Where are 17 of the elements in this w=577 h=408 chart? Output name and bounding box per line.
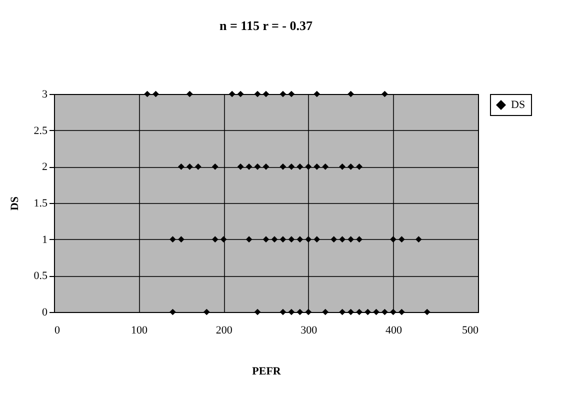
x-tick-label: 200 [216,324,233,336]
y-tick-label: 3 [42,88,48,100]
x-tick-label: 500 [462,324,479,336]
y-tick-label: 1 [42,234,48,246]
x-tick-label: 300 [300,324,318,336]
x-tick-label: 0 [54,324,60,336]
y-tick-label: 2 [42,161,48,174]
chart-title: n = 115 r = - 0.37 [220,18,313,33]
y-tick-label: 0.5 [34,270,48,282]
x-tick-label: 400 [385,324,402,336]
legend-label: DS [511,99,526,111]
y-tick-label: 2.5 [34,124,48,137]
y-axis-title: DS [8,196,21,211]
y-tick-label: 0 [42,306,48,318]
x-axis-title: PEFR [252,366,282,378]
x-tick-label: 100 [131,324,148,336]
y-tick-label: 1.5 [34,198,48,210]
